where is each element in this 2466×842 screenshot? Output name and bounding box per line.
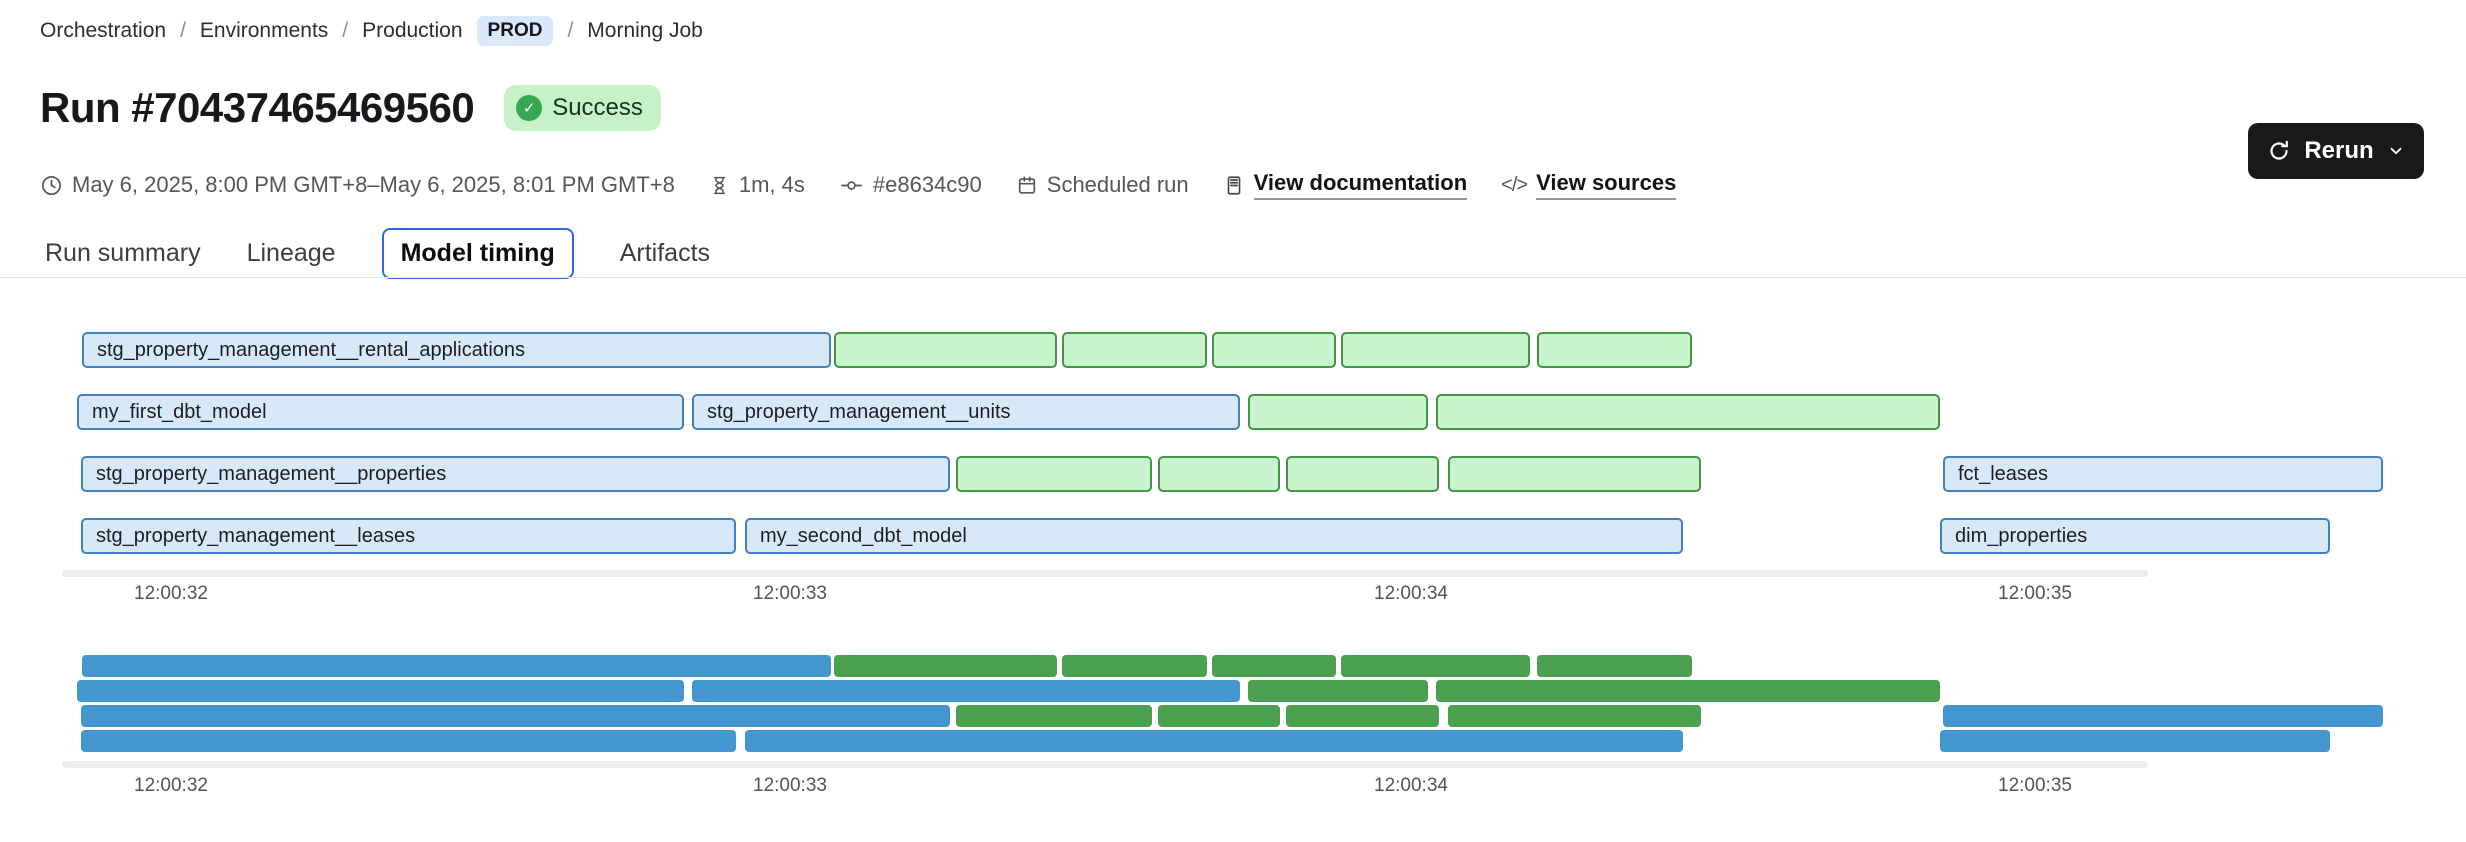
tab-model-timing[interactable]: Model timing — [381, 228, 574, 279]
gantt-bar[interactable]: stg_property_management__rental_applicat… — [82, 332, 831, 368]
gantt-bar[interactable]: dim_properties — [1940, 518, 2330, 554]
breadcrumb-environments[interactable]: Environments — [199, 19, 329, 42]
breadcrumb-separator: / — [342, 19, 349, 42]
time-axis-tick: 12:00:35 — [1998, 583, 2072, 604]
time-axis-tick: 12:00:35 — [1998, 775, 2072, 796]
commit-icon — [840, 180, 862, 190]
minimap-bar[interactable] — [834, 655, 1057, 677]
gantt-bar[interactable] — [1286, 456, 1439, 492]
view-documentation-link[interactable]: View documentation — [1223, 170, 1468, 200]
rerun-label: Rerun — [2304, 137, 2374, 164]
time-axis-tick: 12:00:33 — [753, 583, 827, 604]
minimap-bar[interactable] — [1158, 705, 1280, 727]
minimap-bar[interactable] — [1436, 680, 1940, 702]
status-label: Success — [552, 94, 643, 121]
tab-run-summary[interactable]: Run summary — [45, 239, 201, 267]
run-time-range: May 6, 2025, 8:00 PM GMT+8–May 6, 2025, … — [40, 172, 675, 198]
minimap-bar[interactable] — [1341, 655, 1530, 677]
breadcrumb-orchestration[interactable]: Orchestration — [40, 19, 167, 42]
gantt-bar[interactable] — [1537, 332, 1692, 368]
time-axis-tick: 12:00:32 — [134, 775, 208, 796]
minimap-bar[interactable] — [1212, 655, 1336, 677]
breadcrumb-separator: / — [567, 19, 574, 42]
minimap-bar[interactable] — [81, 705, 950, 727]
run-meta-row: May 6, 2025, 8:00 PM GMT+8–May 6, 2025, … — [40, 170, 1677, 200]
minimap-bar[interactable] — [1943, 705, 2383, 727]
refresh-icon — [2270, 140, 2289, 160]
clock-icon — [42, 175, 61, 195]
hourglass-icon — [713, 176, 725, 194]
minimap-horizontal-scrollbar[interactable] — [62, 761, 2148, 768]
success-check-icon: ✓ — [516, 95, 543, 121]
minimap-bar[interactable] — [1940, 730, 2330, 752]
gantt-bar[interactable] — [956, 456, 1152, 492]
rerun-button[interactable]: Rerun — [2248, 123, 2424, 179]
status-badge: ✓ Success — [504, 85, 661, 131]
time-axis-tick: 12:00:34 — [1374, 583, 1448, 604]
run-duration: 1m, 4s — [709, 172, 805, 198]
view-sources-link[interactable]: </> View sources — [1501, 170, 1677, 200]
gantt-bar[interactable] — [834, 332, 1057, 368]
breadcrumb-separator: / — [180, 19, 186, 42]
breadcrumb-production[interactable]: Production — [362, 19, 463, 42]
documentation-icon — [1227, 175, 1240, 195]
gantt-bar[interactable] — [1062, 332, 1207, 368]
gantt-bar[interactable]: stg_property_management__properties — [81, 456, 950, 492]
tab-lineage[interactable]: Lineage — [246, 239, 336, 267]
title-row: Run #70437465469560 ✓ Success — [40, 84, 661, 132]
gantt-bar[interactable] — [1436, 394, 1940, 430]
environment-badge: PROD — [476, 16, 554, 46]
gantt-bar[interactable] — [1341, 332, 1530, 368]
minimap-bar[interactable] — [692, 680, 1240, 702]
gantt-bar[interactable] — [1248, 394, 1428, 430]
run-trigger: Scheduled run — [1016, 172, 1189, 198]
time-axis-tick: 12:00:32 — [134, 583, 208, 604]
gantt-bar[interactable]: fct_leases — [1943, 456, 2383, 492]
page-title: Run #70437465469560 — [40, 84, 475, 131]
minimap-bar[interactable] — [1248, 680, 1428, 702]
gantt-bar[interactable]: stg_property_management__leases — [81, 518, 736, 554]
minimap-bar[interactable] — [77, 680, 684, 702]
gantt-bar[interactable] — [1448, 456, 1701, 492]
minimap-bar[interactable] — [745, 730, 1683, 752]
code-icon: </> — [1501, 173, 1528, 196]
breadcrumb: Orchestration / Environments / Productio… — [40, 16, 703, 46]
minimap-bar[interactable] — [1286, 705, 1439, 727]
gantt-bar[interactable] — [1212, 332, 1336, 368]
breadcrumb-job[interactable]: Morning Job — [587, 19, 703, 42]
gantt-bar[interactable] — [1158, 456, 1280, 492]
gantt-bar[interactable]: stg_property_management__units — [692, 394, 1240, 430]
tab-bar: Run summary Lineage Model timing Artifac… — [45, 228, 710, 279]
minimap-bar[interactable] — [1448, 705, 1701, 727]
time-axis-tick: 12:00:34 — [1374, 775, 1448, 796]
minimap-bar[interactable] — [1537, 655, 1692, 677]
minimap-bar[interactable] — [81, 730, 736, 752]
gantt-horizontal-scrollbar[interactable] — [62, 570, 2148, 577]
gantt-bar[interactable]: my_first_dbt_model — [77, 394, 684, 430]
minimap-bar[interactable] — [82, 655, 831, 677]
tabs-divider — [0, 277, 2466, 278]
tab-artifacts[interactable]: Artifacts — [619, 239, 711, 267]
commit-sha: #e8634c90 — [839, 172, 982, 198]
chevron-down-icon — [2390, 147, 2402, 155]
gantt-bar[interactable]: my_second_dbt_model — [745, 518, 1683, 554]
calendar-icon — [1018, 175, 1035, 194]
time-axis-tick: 12:00:33 — [753, 775, 827, 796]
minimap-bar[interactable] — [956, 705, 1152, 727]
minimap-bar[interactable] — [1062, 655, 1207, 677]
